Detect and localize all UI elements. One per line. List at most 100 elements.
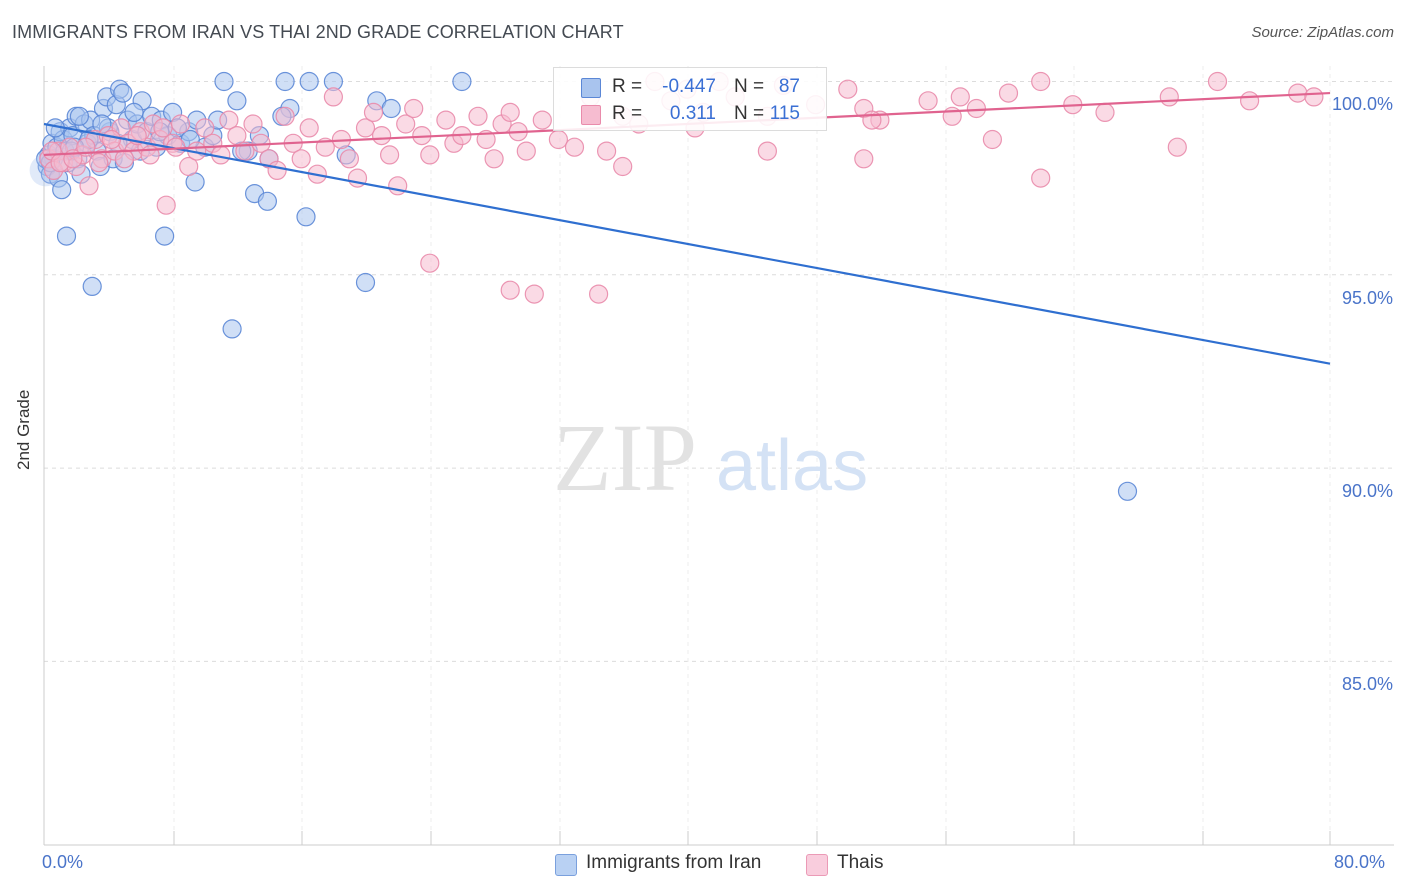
thais-point-67 bbox=[596, 141, 617, 161]
thais-point-27 bbox=[219, 110, 239, 130]
iran-point-51 bbox=[299, 71, 319, 92]
thais-point-42 bbox=[339, 149, 359, 169]
thais-point-112 bbox=[101, 129, 122, 150]
iran-point-67 bbox=[1117, 481, 1138, 501]
thais-point-98 bbox=[757, 141, 778, 161]
x-tick-min: 0.0% bbox=[42, 852, 84, 872]
watermark-atlas: atlas bbox=[716, 426, 868, 506]
thais-point-56 bbox=[468, 106, 488, 126]
legend-r-value-thais: 0.311 bbox=[669, 103, 716, 124]
iran-point-58 bbox=[52, 180, 72, 200]
series-legend: Immigrants from Iran Thais bbox=[0, 852, 1406, 878]
y-tick-85: 85.0% bbox=[1341, 674, 1393, 695]
legend-r-label: R = bbox=[612, 76, 643, 97]
trend-line-iran bbox=[43, 122, 1331, 365]
stats-legend: R = -0.447 N = 87 R = 0.311 N = 115 bbox=[553, 67, 827, 131]
thais-point-116 bbox=[153, 118, 173, 138]
thais-point-45 bbox=[363, 102, 384, 123]
legend-swatch-iran bbox=[581, 78, 601, 98]
thais-point-105 bbox=[1167, 137, 1187, 157]
thais-point-93 bbox=[500, 280, 520, 300]
watermark-zip: ZIP bbox=[553, 404, 697, 511]
thais-point-19 bbox=[156, 195, 176, 215]
thais-point-92 bbox=[420, 253, 440, 273]
iran-point-44 bbox=[214, 71, 234, 92]
iran-point-57 bbox=[56, 226, 77, 246]
thais-point-62 bbox=[516, 141, 536, 161]
thais-point-24 bbox=[195, 118, 215, 138]
iran-point-45 bbox=[227, 91, 247, 111]
thais-point-102 bbox=[982, 129, 1003, 150]
watermark: ZIP atlas bbox=[553, 404, 868, 511]
thais-point-29 bbox=[235, 141, 255, 161]
iran-point-49 bbox=[275, 71, 295, 92]
thais-point-63 bbox=[532, 110, 552, 130]
source-label: Source: ZipAtlas.com bbox=[1251, 24, 1394, 41]
x-tick-max: 80.0% bbox=[1334, 852, 1386, 872]
iran-point-65 bbox=[296, 207, 316, 227]
legend-row-thais: R = 0.311 N = 115 bbox=[554, 101, 826, 127]
iran-point-66 bbox=[355, 272, 376, 293]
legend-item-label-thais: Thais bbox=[837, 852, 884, 873]
legend-r-value-iran: -0.447 bbox=[662, 76, 716, 97]
thais-point-34 bbox=[275, 106, 295, 126]
chart-title: IMMIGRANTS FROM IRAN VS THAI 2ND GRADE C… bbox=[12, 22, 624, 42]
thais-point-85 bbox=[998, 83, 1019, 103]
legend-item-swatch-thais bbox=[806, 854, 828, 876]
thais-point-82 bbox=[918, 91, 938, 111]
thais-point-37 bbox=[299, 118, 319, 138]
y-tick-100: 100.0% bbox=[1331, 94, 1393, 115]
thais-point-99 bbox=[854, 149, 874, 169]
thais-point-58 bbox=[484, 149, 504, 169]
thais-point-103 bbox=[1031, 168, 1051, 188]
thais-point-21 bbox=[171, 114, 191, 134]
thais-point-83 bbox=[950, 87, 970, 107]
iran-point-62 bbox=[222, 319, 242, 339]
legend-n-value-iran: 87 bbox=[778, 76, 800, 97]
thais-point-60 bbox=[500, 102, 520, 123]
thais-point-7 bbox=[79, 176, 99, 196]
thais-point-94 bbox=[524, 284, 544, 304]
iran-point-64 bbox=[257, 191, 277, 211]
iran-point-69 bbox=[69, 106, 90, 126]
thais-point-46 bbox=[372, 126, 392, 146]
thais-point-111 bbox=[89, 153, 109, 173]
iran-point-59 bbox=[82, 276, 102, 296]
thais-point-49 bbox=[396, 114, 416, 134]
legend-n-label: N = bbox=[734, 103, 765, 124]
thais-point-50 bbox=[404, 98, 424, 119]
thais-point-64 bbox=[548, 129, 569, 150]
iran-point-56 bbox=[452, 71, 472, 92]
y-tick-90: 90.0% bbox=[1341, 481, 1393, 502]
legend-item-swatch-iran bbox=[555, 854, 577, 876]
legend-n-label: N = bbox=[734, 76, 765, 97]
thais-point-40 bbox=[323, 87, 343, 107]
thais-point-57 bbox=[476, 129, 496, 150]
thais-point-104 bbox=[1095, 102, 1115, 123]
thais-point-30 bbox=[243, 114, 263, 134]
legend-swatch-thais bbox=[581, 105, 601, 125]
thais-point-96 bbox=[613, 156, 633, 177]
thais-point-91 bbox=[1304, 87, 1324, 107]
gridlines bbox=[44, 66, 1394, 845]
legend-row-iran: R = -0.447 N = 87 bbox=[554, 74, 826, 100]
legend-item-label-iran: Immigrants from Iran bbox=[586, 852, 762, 873]
iran-point-28 bbox=[113, 83, 133, 103]
thais-point-36 bbox=[291, 149, 311, 169]
legend-r-label: R = bbox=[612, 103, 643, 124]
thais-point-88 bbox=[1159, 87, 1179, 107]
thais-point-44 bbox=[355, 118, 376, 138]
thais-point-52 bbox=[420, 145, 440, 165]
thais-point-90 bbox=[1288, 83, 1308, 103]
thais-point-53 bbox=[436, 110, 456, 130]
y-tick-95: 95.0% bbox=[1341, 287, 1393, 308]
y-axis-label: 2nd Grade bbox=[14, 389, 33, 470]
iran-point-55 bbox=[381, 98, 401, 119]
thais-point-65 bbox=[564, 137, 585, 157]
thais-point-33 bbox=[267, 160, 287, 180]
thais-point-47 bbox=[380, 145, 400, 165]
legend-n-value-thais: 115 bbox=[769, 103, 800, 124]
thais-point-86 bbox=[1031, 71, 1051, 92]
thais-point-89 bbox=[1239, 91, 1260, 111]
